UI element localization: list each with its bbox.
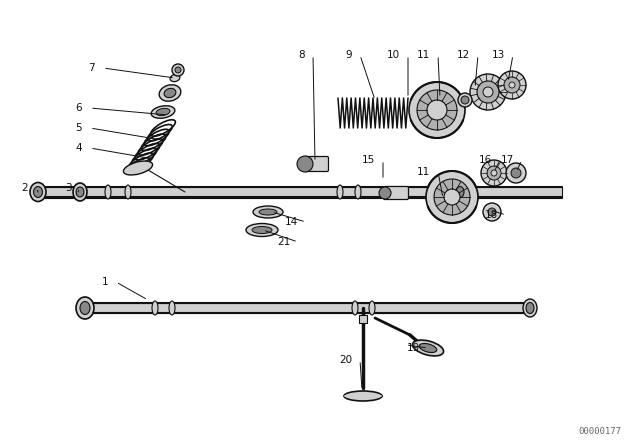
- Text: 18: 18: [484, 210, 498, 220]
- Ellipse shape: [80, 302, 90, 314]
- FancyBboxPatch shape: [383, 186, 408, 199]
- Ellipse shape: [526, 302, 534, 314]
- Ellipse shape: [105, 185, 111, 199]
- Ellipse shape: [259, 209, 277, 215]
- Ellipse shape: [170, 74, 180, 82]
- Circle shape: [470, 74, 506, 110]
- Circle shape: [175, 67, 181, 73]
- Text: 12: 12: [457, 50, 470, 60]
- Ellipse shape: [523, 299, 537, 317]
- Ellipse shape: [344, 391, 382, 401]
- Ellipse shape: [246, 224, 278, 237]
- Ellipse shape: [337, 185, 343, 199]
- Ellipse shape: [30, 182, 46, 202]
- Text: 20: 20: [339, 355, 352, 365]
- Ellipse shape: [164, 88, 176, 98]
- Ellipse shape: [252, 227, 272, 233]
- Text: 14: 14: [285, 217, 298, 227]
- Text: 21: 21: [276, 237, 290, 247]
- Bar: [38, 187, 562, 198]
- Text: 16: 16: [479, 155, 492, 165]
- Ellipse shape: [344, 393, 382, 399]
- Circle shape: [488, 208, 496, 216]
- Ellipse shape: [419, 344, 436, 353]
- Ellipse shape: [253, 206, 283, 218]
- Text: 11: 11: [417, 167, 430, 177]
- Text: 15: 15: [362, 155, 375, 165]
- Ellipse shape: [124, 161, 152, 175]
- Text: 11: 11: [417, 50, 430, 60]
- Ellipse shape: [33, 186, 42, 198]
- Text: 3: 3: [65, 183, 72, 193]
- Text: 5: 5: [76, 123, 82, 133]
- Circle shape: [461, 96, 469, 104]
- Circle shape: [509, 82, 515, 88]
- Circle shape: [498, 71, 526, 99]
- Circle shape: [427, 100, 447, 120]
- Circle shape: [487, 166, 501, 180]
- Ellipse shape: [125, 185, 131, 199]
- Circle shape: [504, 77, 520, 93]
- Circle shape: [444, 189, 460, 205]
- Ellipse shape: [412, 340, 444, 356]
- Circle shape: [481, 160, 507, 186]
- Circle shape: [458, 93, 472, 107]
- Circle shape: [417, 90, 457, 130]
- Circle shape: [506, 163, 526, 183]
- Ellipse shape: [453, 183, 467, 201]
- Bar: [359, 315, 367, 323]
- Ellipse shape: [369, 301, 375, 315]
- Circle shape: [434, 179, 470, 215]
- Text: 4: 4: [76, 143, 82, 153]
- Text: 19: 19: [407, 343, 420, 353]
- Ellipse shape: [76, 297, 94, 319]
- Ellipse shape: [352, 301, 358, 315]
- FancyBboxPatch shape: [303, 156, 328, 172]
- Circle shape: [511, 168, 521, 178]
- Circle shape: [491, 170, 497, 176]
- Circle shape: [426, 171, 478, 223]
- Text: 8: 8: [298, 50, 305, 60]
- Circle shape: [172, 64, 184, 76]
- Ellipse shape: [152, 301, 158, 315]
- Ellipse shape: [156, 108, 170, 116]
- Circle shape: [379, 187, 391, 199]
- Circle shape: [483, 203, 501, 221]
- Text: 2: 2: [21, 183, 28, 193]
- Ellipse shape: [76, 187, 84, 197]
- Ellipse shape: [73, 183, 87, 201]
- Ellipse shape: [159, 85, 181, 101]
- Text: 00000177: 00000177: [579, 427, 621, 436]
- Circle shape: [409, 82, 465, 138]
- Circle shape: [483, 87, 493, 97]
- Ellipse shape: [151, 106, 175, 118]
- Circle shape: [477, 81, 499, 103]
- Ellipse shape: [355, 185, 361, 199]
- Text: 6: 6: [76, 103, 82, 113]
- Text: 7: 7: [88, 63, 95, 73]
- Ellipse shape: [169, 301, 175, 315]
- Text: 9: 9: [346, 50, 352, 60]
- Ellipse shape: [456, 186, 464, 198]
- Text: 17: 17: [500, 155, 514, 165]
- Text: 10: 10: [387, 50, 400, 60]
- Circle shape: [297, 156, 313, 172]
- Text: 1: 1: [101, 277, 108, 287]
- Text: 13: 13: [492, 50, 505, 60]
- Bar: [85, 303, 530, 313]
